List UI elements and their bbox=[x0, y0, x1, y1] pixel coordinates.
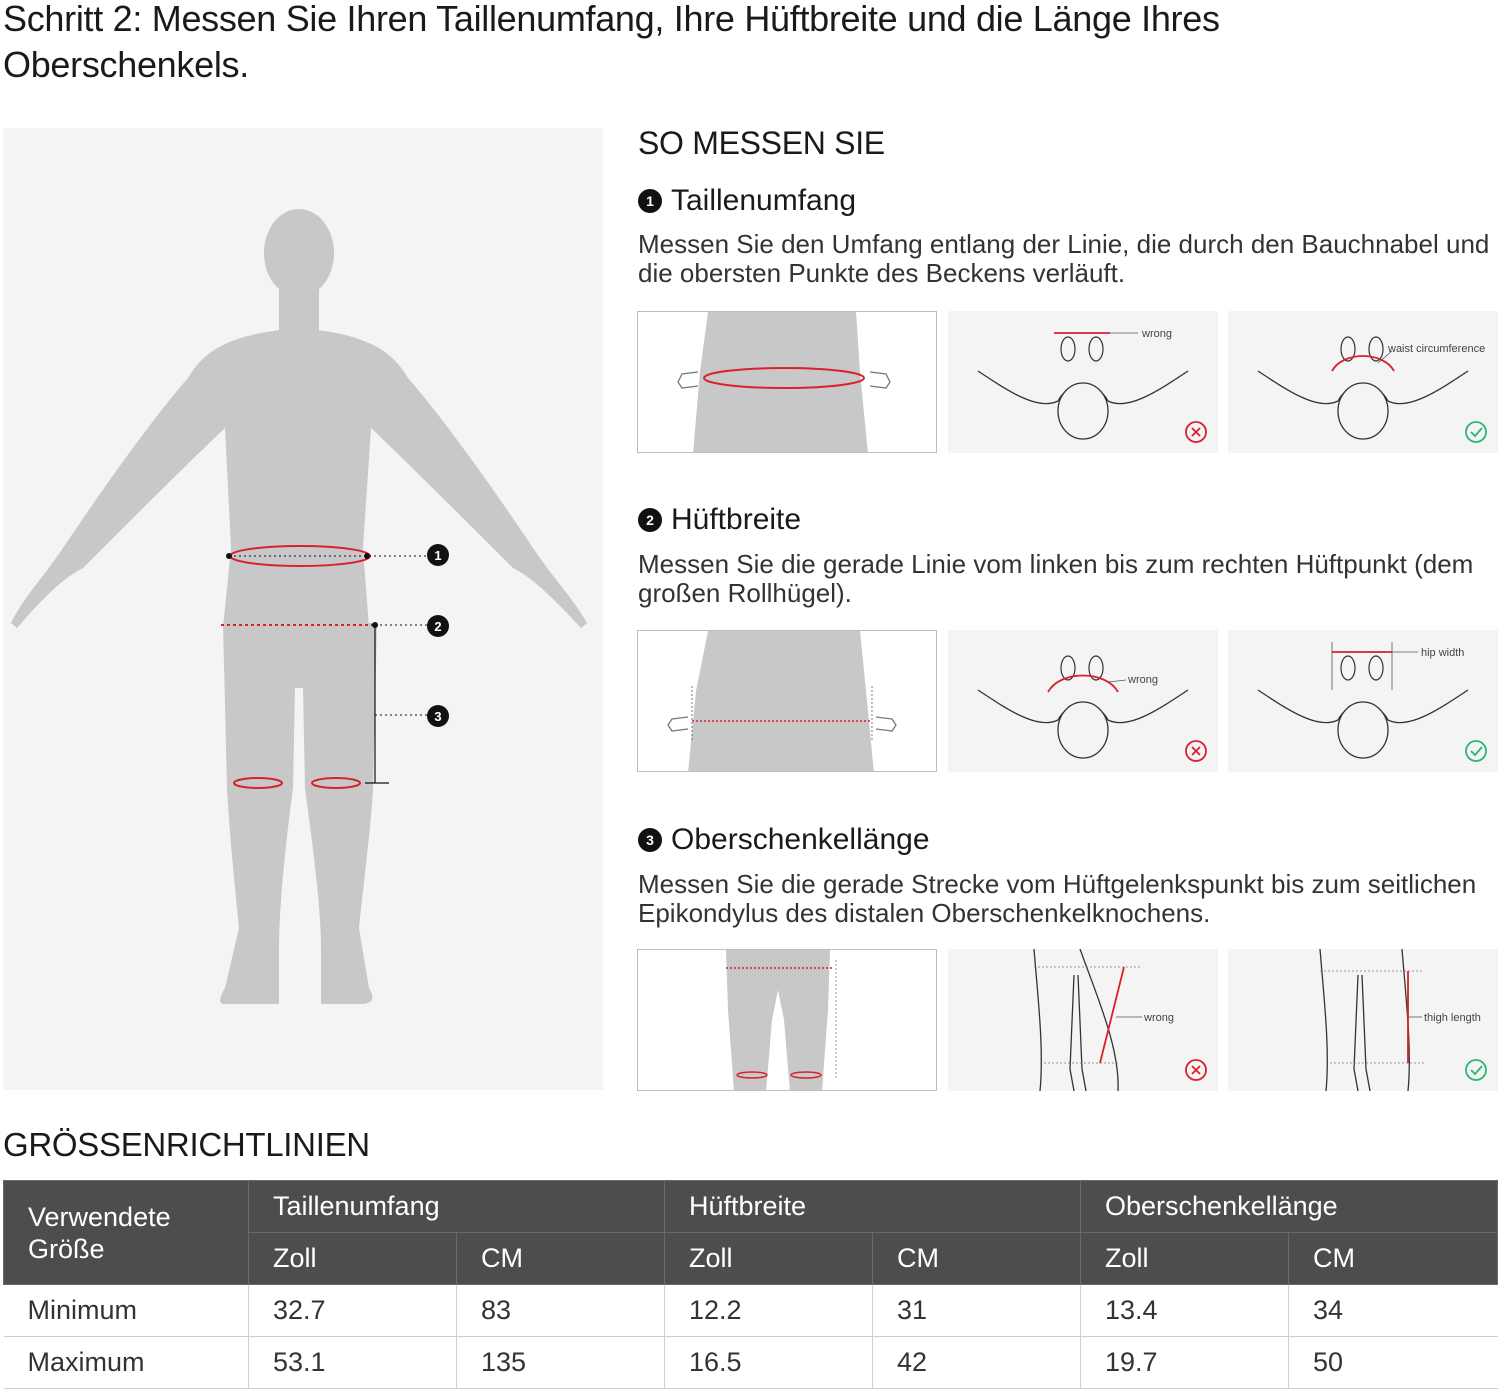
table-cell: 34 bbox=[1288, 1284, 1498, 1337]
wrong-icon bbox=[1185, 740, 1207, 762]
row-label: Maximum bbox=[3, 1336, 249, 1389]
table-cell: 32.7 bbox=[248, 1284, 457, 1337]
svg-text:wrong: wrong bbox=[1127, 674, 1158, 686]
svg-text:2: 2 bbox=[434, 619, 441, 634]
check-icon bbox=[1465, 740, 1487, 762]
thigh-wrong-illustration: wrong bbox=[948, 949, 1218, 1091]
svg-text:waist circumference: waist circumference bbox=[1387, 343, 1485, 355]
body-figure-panel: 1 2 3 bbox=[3, 128, 603, 1090]
step-3-description: Messen Sie die gerade Strecke vom Hüftge… bbox=[638, 869, 1477, 928]
step-1-description: Messen Sie den Umfang entlang der Linie,… bbox=[638, 229, 1490, 288]
column-header-unit: Zoll bbox=[248, 1232, 457, 1285]
table-cell: 19.7 bbox=[1080, 1336, 1289, 1389]
step-3-heading: 3 Oberschenkellänge bbox=[638, 823, 930, 857]
table-header-row: Verwendete Größe Taillenumfang Hüftbreit… bbox=[3, 1180, 1499, 1285]
table-cell: 135 bbox=[455, 1336, 665, 1389]
table-cell: 31 bbox=[872, 1284, 1081, 1337]
row-label: Minimum bbox=[3, 1284, 249, 1337]
svg-text:wrong: wrong bbox=[1141, 328, 1172, 340]
waist-wrong-illustration: wrong bbox=[948, 311, 1218, 453]
column-header-unit: CM bbox=[872, 1232, 1082, 1285]
table-row: Maximum 53.1 135 16.5 42 19.7 50 bbox=[3, 1336, 1498, 1389]
check-icon bbox=[1465, 421, 1487, 443]
column-group-waist: Taillenumfang bbox=[247, 1180, 666, 1233]
step-1-title: Taillenumfang bbox=[671, 184, 857, 217]
table-cell: 13.4 bbox=[1080, 1284, 1289, 1337]
marker-3-icon: 3 bbox=[427, 705, 449, 727]
table-row: Minimum 32.7 83 12.2 31 13.4 34 bbox=[3, 1284, 1498, 1337]
table-cell: 83 bbox=[455, 1284, 665, 1337]
svg-text:hip width: hip width bbox=[1421, 647, 1464, 659]
svg-text:1: 1 bbox=[434, 548, 441, 563]
wrong-icon bbox=[1185, 1059, 1207, 1081]
column-header-unit: Zoll bbox=[664, 1232, 874, 1285]
thigh-right-illustration: thigh length bbox=[1228, 949, 1498, 1091]
size-table: Verwendete Größe Taillenumfang Hüftbreit… bbox=[3, 1180, 1499, 1389]
step-3-title: Oberschenkellänge bbox=[671, 823, 930, 856]
thigh-front-illustration bbox=[637, 949, 937, 1091]
table-cell: 42 bbox=[872, 1336, 1081, 1389]
check-icon bbox=[1465, 1059, 1487, 1081]
table-cell: 53.1 bbox=[248, 1336, 457, 1389]
step-3-number-icon: 3 bbox=[638, 828, 662, 852]
table-cell: 16.5 bbox=[664, 1336, 873, 1389]
column-header-unit: CM bbox=[1288, 1232, 1499, 1285]
step-2-description: Messen Sie die gerade Linie vom linken b… bbox=[638, 549, 1474, 608]
marker-2-icon: 2 bbox=[427, 615, 449, 637]
how-to-title: SO MESSEN SIE bbox=[638, 125, 885, 161]
table-subheader-row: Zoll CM Zoll CM Zoll CM bbox=[4, 1232, 1499, 1285]
column-header-size: Verwendete Größe bbox=[3, 1180, 249, 1285]
step-1-number-icon: 1 bbox=[638, 189, 662, 213]
step-2-title: Hüftbreite bbox=[671, 503, 802, 536]
column-group-hip: Hüftbreite bbox=[664, 1180, 1082, 1233]
step-2-number-icon: 2 bbox=[638, 508, 662, 532]
hip-wrong-illustration: wrong bbox=[948, 630, 1218, 772]
step-1-heading: 1 Taillenumfang bbox=[638, 184, 856, 218]
page-title: Schritt 2: Messen Sie Ihren Taillenumfan… bbox=[3, 0, 1220, 85]
hip-right-illustration: hip width bbox=[1228, 630, 1498, 772]
svg-text:wrong: wrong bbox=[1143, 1012, 1174, 1024]
table-cell: 12.2 bbox=[664, 1284, 873, 1337]
wrong-icon bbox=[1185, 421, 1207, 443]
table-cell: 50 bbox=[1288, 1336, 1498, 1389]
marker-1-icon: 1 bbox=[427, 544, 449, 566]
step-2-heading: 2 Hüftbreite bbox=[638, 503, 801, 537]
svg-text:thigh length: thigh length bbox=[1424, 1012, 1481, 1024]
svg-text:3: 3 bbox=[434, 709, 441, 724]
waist-front-illustration bbox=[637, 311, 937, 453]
column-group-thigh: Oberschenkellänge bbox=[1080, 1180, 1499, 1233]
size-guide-title: GRÖSSENRICHTLINIEN bbox=[3, 1126, 370, 1163]
waist-right-illustration: waist circumference bbox=[1228, 311, 1498, 453]
column-header-unit: CM bbox=[455, 1232, 666, 1285]
hip-front-illustration bbox=[637, 630, 937, 772]
body-silhouette-illustration: 1 2 3 bbox=[11, 209, 587, 1004]
column-header-unit: Zoll bbox=[1080, 1232, 1290, 1285]
